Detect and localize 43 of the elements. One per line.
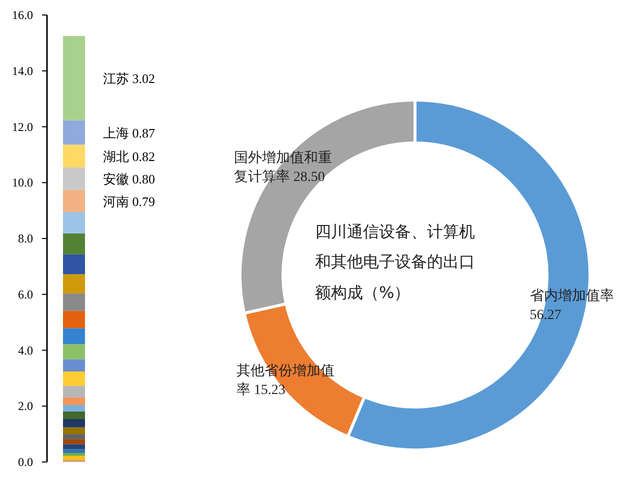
y-tick-label: 12.0 [12,120,33,134]
bar [63,120,85,145]
bar [63,294,85,311]
bar [63,344,85,360]
bar [63,453,85,456]
text: 安徽 0.80 [103,172,155,187]
bar [63,254,85,274]
bar [63,233,85,254]
slice-label: 国外增加值和重复计算率 28.50 [234,150,333,187]
bar [63,449,85,454]
bar [63,328,85,344]
bar [63,359,85,372]
text: 河南 0.79 [103,194,155,209]
bar [63,168,85,190]
bar [63,439,85,444]
y-tick-label: 0.0 [18,455,33,469]
y-tick-label: 4.0 [18,343,33,358]
bar [63,386,85,398]
y-tick-label: 16.0 [12,8,33,22]
bar [63,427,85,434]
y-tick-label: 2.0 [18,399,33,414]
y-tick-label: 6.0 [18,287,33,302]
bar [63,190,85,212]
bar [63,418,85,428]
text: 江苏 3.02 [103,71,155,86]
bar [63,397,85,406]
bar [63,411,85,419]
bar [63,310,85,328]
bar [63,274,85,294]
text: 湖北 0.82 [103,149,155,164]
bar [63,36,85,120]
text: 上海 0.87 [103,125,155,140]
bar [63,459,85,462]
text: 四川通信设备、计算机和其他电子设备的出口额构成（%） [315,221,476,304]
bar [63,434,85,440]
y-tick-label: 8.0 [18,232,33,246]
y-tick-label: 14.0 [12,64,33,78]
bar [63,444,85,450]
bar [63,405,85,412]
bar [63,144,85,168]
bar [63,371,85,386]
y-tick-label: 10.0 [12,176,33,190]
bar [63,212,85,234]
